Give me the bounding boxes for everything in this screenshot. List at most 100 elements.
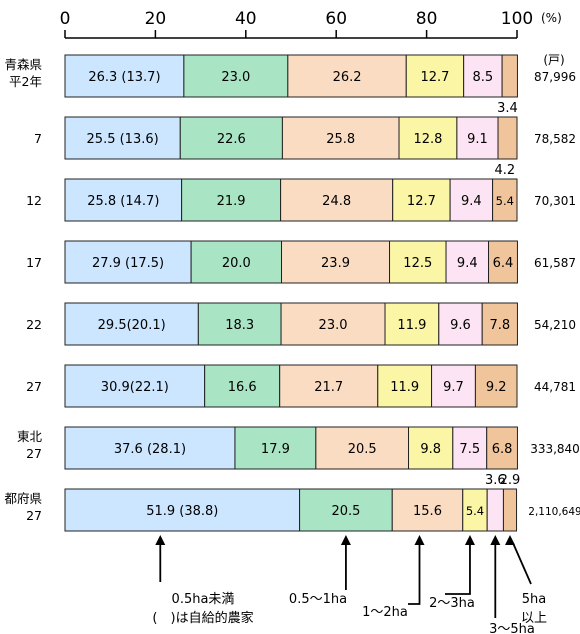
bar-segment: [389, 240, 447, 284]
annotation-layer: 0.5ha未満 ( )は自給的農家 0.5〜1ha 1〜2ha 2〜3ha 3〜5ha 5h…: [152, 535, 547, 634]
bar-value-label: 5.4: [496, 194, 514, 208]
category-label: 27: [26, 446, 42, 461]
bar-segment: [287, 54, 407, 98]
category-label: 22: [26, 317, 42, 332]
bar-value-label: 7.8: [489, 318, 510, 333]
bar-value-label: 21.7: [314, 380, 343, 395]
annotation-label: 2〜3ha: [429, 596, 475, 611]
bar-segment: [463, 54, 503, 98]
category-label: 17: [26, 255, 42, 270]
annotation-arrowhead: [504, 535, 515, 545]
bar-segment: [452, 426, 488, 470]
bar-segment: [377, 364, 433, 408]
total-unit-label: (戸): [543, 53, 564, 67]
bar-value-label: 16.6: [228, 380, 257, 395]
annotation-arrowhead: [155, 535, 166, 545]
bar-segment: [408, 426, 454, 470]
bar-value-label: 26.2: [333, 70, 362, 85]
bar-segment: [315, 426, 410, 470]
annotation-label: 0.5〜1ha: [289, 592, 347, 607]
annotation-label: 3〜5ha: [489, 622, 535, 634]
bar-segment: [281, 116, 400, 160]
bar-value-label: 6.4: [493, 256, 514, 271]
bar-value-label: 9.4: [457, 256, 478, 271]
category-label: 東北: [17, 429, 43, 444]
bar-value-label: 12.8: [413, 132, 442, 147]
annotation-label: 5ha: [522, 592, 546, 607]
annotation-arrowhead: [414, 535, 425, 545]
bar-value-label: 11.9: [390, 380, 419, 395]
annotation-label: 1〜2ha: [362, 605, 408, 620]
bar-value-label: 12.7: [420, 70, 449, 85]
bar-segment: [398, 116, 458, 160]
bar-segment: [183, 54, 289, 98]
annotation-arrowhead: [340, 535, 351, 545]
bar-value-label: 30.9(22.1): [101, 380, 169, 395]
bar-segment: [405, 54, 465, 98]
axis-layer: 0 20 40 60 80 100 (%) (戸): [60, 9, 565, 67]
total-households: 44,781: [534, 380, 576, 394]
bar-value-label: 9.8: [420, 442, 441, 457]
bar-segment: [64, 364, 206, 408]
bar-value-label: 26.3 (13.7): [88, 70, 160, 85]
category-label: 27: [26, 379, 42, 394]
bar-value-label: 25.8 (14.7): [87, 194, 159, 209]
bar-value-label: 23.0: [221, 70, 250, 85]
total-households: 61,587: [534, 256, 576, 270]
bar-value-label: 22.6: [217, 132, 246, 147]
bar-value-label: 25.5 (13.6): [87, 132, 159, 147]
bar-value-label: 15.6: [413, 504, 442, 519]
bar-segment: [190, 240, 283, 284]
x-tick-label: 20: [145, 9, 167, 29]
bar-segment: [431, 364, 476, 408]
category-label: 27: [26, 508, 42, 523]
bar-segment: [438, 302, 483, 346]
bar-value-label: 6.8: [492, 442, 513, 457]
bar-segment: [456, 116, 499, 160]
bar-segment: [64, 116, 181, 160]
annotation-arrow: [408, 543, 421, 605]
bar-segment: [391, 488, 464, 532]
total-households: 87,996: [534, 70, 576, 84]
annotation-arrow: [512, 542, 532, 585]
above-bar-label: 4.2: [494, 163, 515, 178]
bar-value-label: 9.7: [443, 380, 464, 395]
bar-value-label: 11.9: [397, 318, 426, 333]
annotation-arrow: [445, 543, 471, 595]
x-tick-label: 0: [60, 9, 71, 29]
bar-value-label: 20.5: [331, 504, 360, 519]
annotation-label: 以上: [521, 611, 547, 626]
bar-segment: [474, 364, 518, 408]
bar-value-label: 7.5: [459, 442, 480, 457]
bar-value-label: 9.6: [450, 318, 471, 333]
above-bar-label: 2.9: [500, 473, 521, 488]
bar-segment: [488, 240, 518, 284]
bar-value-label: 37.6 (28.1): [114, 442, 186, 457]
bar-segment: [502, 488, 518, 532]
bar-segment: [445, 240, 490, 284]
total-households: 54,210: [534, 318, 576, 332]
category-label: 平2年: [9, 74, 42, 89]
bar-segment: [462, 488, 488, 532]
bar-segment: [449, 178, 494, 222]
bar-value-label: 17.9: [261, 442, 290, 457]
category-label: 7: [34, 131, 42, 146]
bar-segment: [280, 302, 386, 346]
bar-value-label: 20.0: [222, 256, 251, 271]
total-households: 333,840: [530, 442, 580, 456]
bar-value-label: 27.9 (17.5): [92, 256, 164, 271]
annotation-arrowhead: [490, 535, 501, 545]
bar-value-label: 23.0: [319, 318, 348, 333]
bar-value-label: 24.8: [322, 194, 351, 209]
total-households: 78,582: [534, 132, 576, 146]
above-bar-label: 3.6: [485, 473, 506, 488]
bar-value-label: 9.4: [461, 194, 482, 209]
total-households: 70,301: [534, 194, 576, 208]
x-unit-label: (%): [541, 11, 562, 25]
bar-segment: [299, 488, 393, 532]
bar-segment: [486, 426, 518, 470]
bar-segment: [64, 302, 199, 346]
x-tick-label: 60: [325, 9, 347, 29]
